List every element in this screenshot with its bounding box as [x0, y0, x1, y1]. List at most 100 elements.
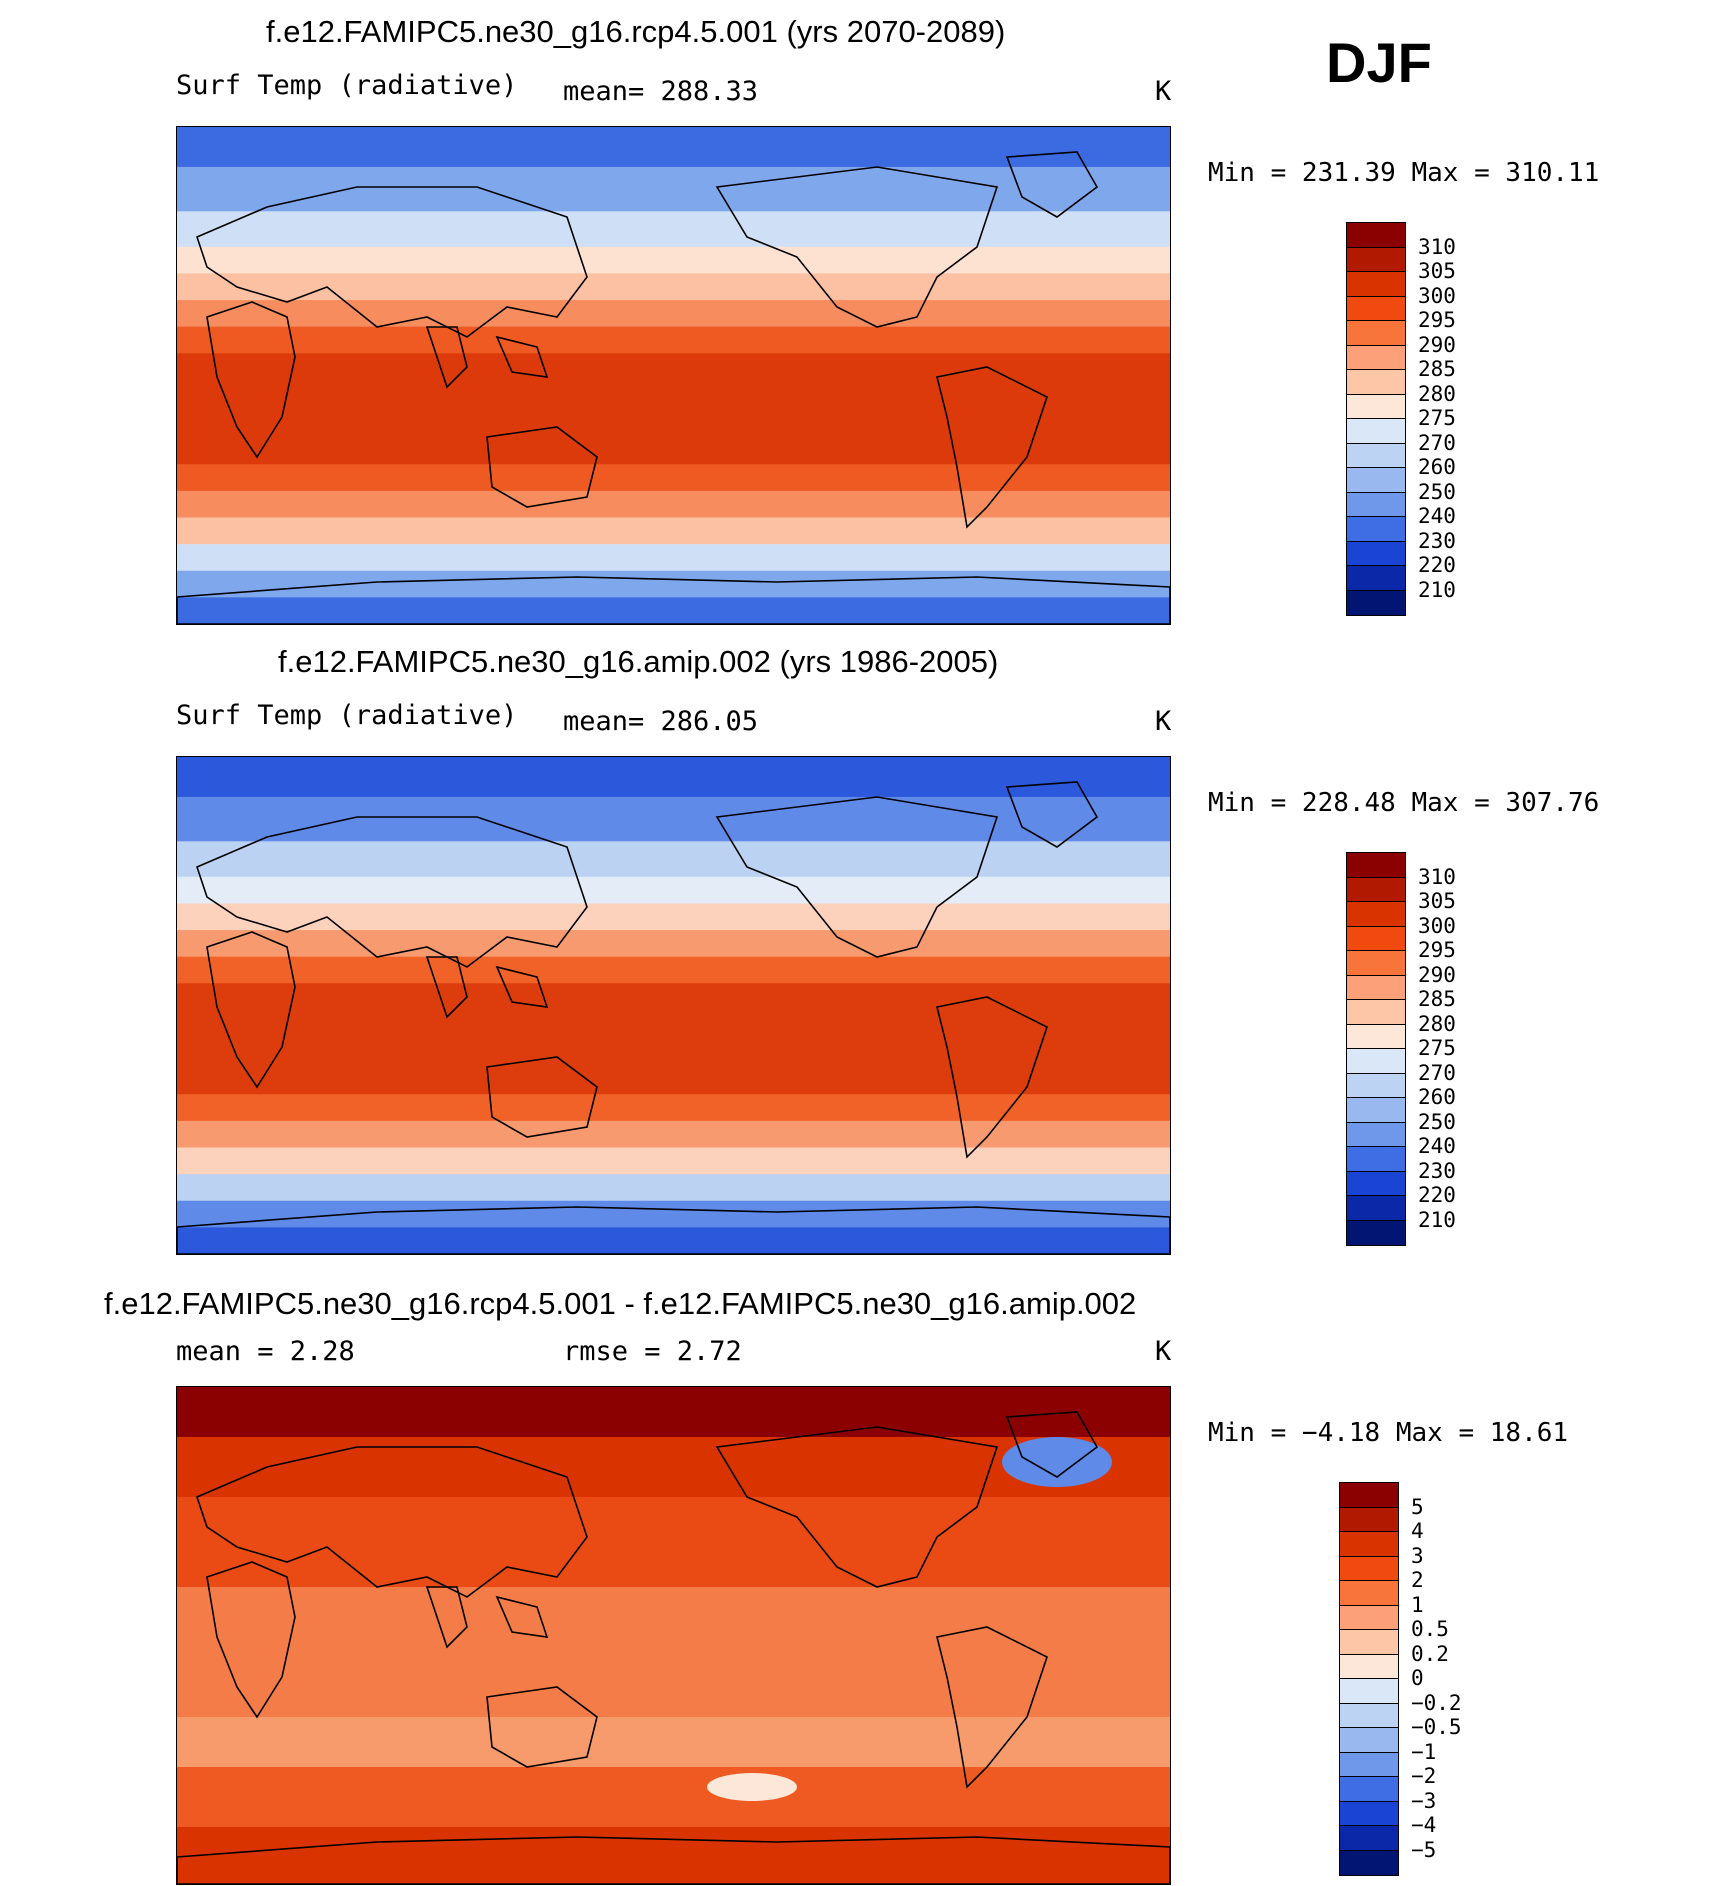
map-svg — [177, 757, 1170, 1254]
panel2-units: K — [1155, 706, 1172, 737]
colorbar-label: −0.2 — [1411, 1690, 1462, 1715]
colorbar-swatch — [1340, 1801, 1398, 1826]
colorbar-swatch — [1347, 419, 1405, 444]
temperature-band — [177, 597, 1170, 624]
temperature-band — [177, 326, 1170, 355]
temperature-band — [177, 841, 1170, 878]
temperature-band — [177, 1174, 1170, 1202]
colorbar-swatch — [1347, 1073, 1405, 1098]
temperature-band — [177, 246, 1170, 275]
panel3-map — [176, 1386, 1171, 1885]
colorbar-swatch — [1340, 1777, 1398, 1802]
temperature-band — [177, 983, 1170, 1096]
temperature-band — [177, 956, 1170, 985]
colorbar-label: 210 — [1418, 1207, 1456, 1232]
colorbar-swatch — [1347, 492, 1405, 517]
coastline — [206, 301, 296, 459]
temperature-band — [177, 930, 1170, 958]
temperature-band — [177, 1387, 1170, 1438]
temperature-band — [177, 490, 1170, 519]
colorbar-label: 305 — [1418, 259, 1456, 283]
coastline — [486, 1056, 598, 1138]
coastline — [1005, 151, 1099, 218]
colorbar-swatch — [1347, 321, 1405, 346]
colorbar-label: 3 — [1411, 1543, 1424, 1568]
temperature-band — [177, 273, 1170, 302]
colorbar-swatch — [1347, 1196, 1405, 1221]
coastline — [486, 426, 598, 508]
colorbar-label: −2 — [1411, 1764, 1437, 1788]
colorbar-label: 210 — [1418, 577, 1456, 602]
panel1-min-max: Min = 231.39 Max = 310.11 — [1208, 158, 1600, 188]
panel1-variable: Surf Temp (radiative) — [176, 70, 518, 101]
temperature-band — [177, 464, 1170, 492]
neutral-anomaly — [707, 1773, 797, 1801]
temperature-band — [177, 517, 1170, 546]
temperature-band — [177, 544, 1170, 572]
colorbar-label: 0 — [1411, 1666, 1424, 1690]
colorbar-swatch — [1347, 951, 1405, 976]
coastline — [936, 366, 1048, 529]
colorbar-label: 2 — [1411, 1568, 1424, 1592]
coastline — [196, 816, 588, 968]
temperature-band — [177, 166, 1170, 213]
colorbar-label: 220 — [1418, 553, 1456, 577]
colorbar-swatch — [1347, 590, 1405, 615]
temperature-band — [177, 1200, 1170, 1229]
temperature-band — [177, 300, 1170, 328]
panel3-rmse: rmse = 2.72 — [563, 1336, 742, 1367]
colorbar-swatch — [1347, 468, 1405, 493]
colorbar-swatch — [1340, 1703, 1398, 1728]
coastline — [196, 1446, 588, 1598]
coastline — [206, 931, 296, 1089]
colorbar-swatch — [1347, 853, 1405, 878]
coastline — [715, 1426, 999, 1588]
colorbar-swatch — [1340, 1556, 1398, 1581]
colorbar-swatch — [1347, 223, 1405, 248]
colorbar-swatch — [1347, 394, 1405, 419]
temperature-band — [177, 1120, 1170, 1149]
temperature-band — [177, 1717, 1170, 1768]
colorbar-swatch — [1347, 902, 1405, 927]
colorbar-label: −4 — [1411, 1813, 1437, 1837]
colorbar-swatch — [1347, 975, 1405, 1000]
colorbar-label: 5 — [1411, 1494, 1424, 1519]
temperature-band — [177, 1147, 1170, 1176]
colorbar-swatch — [1340, 1605, 1398, 1630]
colorbar-label: 310 — [1418, 864, 1456, 889]
colorbar-label: 230 — [1418, 528, 1456, 553]
coastline — [715, 796, 999, 958]
coastline — [177, 1206, 1170, 1254]
panel3-units: K — [1155, 1336, 1172, 1367]
temperature-band — [177, 211, 1170, 248]
colorbar-swatch — [1347, 443, 1405, 468]
colorbar-label: 280 — [1418, 1011, 1456, 1036]
panel1-mean: mean= 288.33 — [563, 76, 759, 107]
panel2-map — [176, 756, 1171, 1255]
colorbar-label: 260 — [1418, 455, 1456, 479]
temperature-band — [177, 1587, 1170, 1718]
coastline — [1005, 1411, 1099, 1478]
cooling-anomaly — [1002, 1437, 1112, 1487]
temperature-band — [177, 1227, 1170, 1254]
coastline — [206, 1561, 296, 1719]
colorbar-label: 220 — [1418, 1183, 1456, 1207]
map-svg — [177, 127, 1170, 624]
coastline — [425, 326, 549, 389]
panel3-min-max: Min = −4.18 Max = 18.61 — [1208, 1418, 1569, 1448]
coastline — [196, 186, 588, 338]
panel2-variable: Surf Temp (radiative) — [176, 700, 518, 731]
colorbar-label: 1 — [1411, 1592, 1424, 1617]
temperature-band — [177, 876, 1170, 905]
colorbar-swatch — [1347, 566, 1405, 591]
panel3-colorbar — [1339, 1482, 1399, 1876]
colorbar-label: 240 — [1418, 1134, 1456, 1158]
colorbar-label: 300 — [1418, 913, 1456, 938]
coastline — [177, 1836, 1170, 1884]
colorbar-swatch — [1340, 1532, 1398, 1557]
panel2-mean: mean= 286.05 — [563, 706, 759, 737]
colorbar-swatch — [1347, 1122, 1405, 1147]
colorbar-label: 290 — [1418, 962, 1456, 987]
colorbar-label: 285 — [1418, 987, 1456, 1011]
temperature-band — [177, 903, 1170, 932]
